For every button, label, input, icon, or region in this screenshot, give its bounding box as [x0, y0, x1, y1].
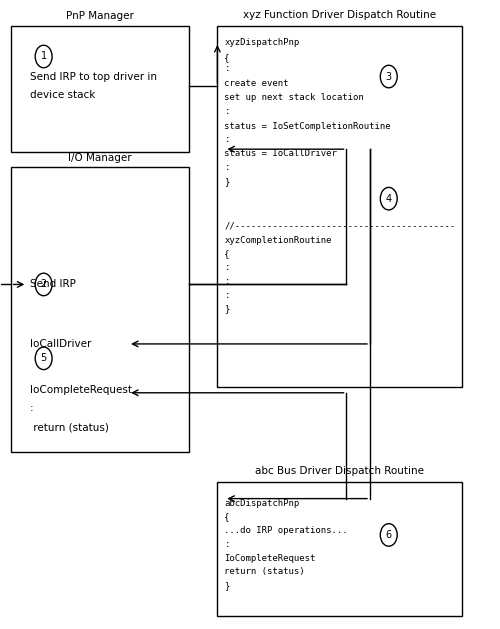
Text: return (status): return (status) — [224, 567, 305, 577]
Text: 6: 6 — [386, 530, 392, 540]
Text: status = IoCallDriver: status = IoCallDriver — [224, 149, 338, 158]
Text: 5: 5 — [40, 353, 47, 364]
Text: IoCallDriver: IoCallDriver — [30, 339, 91, 349]
Bar — [218, 482, 462, 616]
Text: ...do IRP operations...: ...do IRP operations... — [224, 526, 348, 535]
Text: status = IoSetCompletionRoutine: status = IoSetCompletionRoutine — [224, 121, 391, 131]
Text: //-----------------------------------------: //--------------------------------------… — [224, 222, 456, 231]
Text: :: : — [224, 540, 230, 549]
Text: }: } — [224, 304, 230, 313]
Bar — [11, 26, 189, 152]
Text: set up next stack location: set up next stack location — [224, 93, 364, 102]
Text: :: : — [224, 106, 230, 116]
Text: xyz Function Driver Dispatch Routine: xyz Function Driver Dispatch Routine — [243, 10, 436, 20]
Text: Send IRP to top driver in: Send IRP to top driver in — [30, 72, 156, 82]
Text: return (status): return (status) — [30, 422, 108, 432]
Text: PnP Manager: PnP Manager — [66, 11, 134, 21]
Text: }: } — [224, 581, 230, 590]
Text: 4: 4 — [386, 194, 392, 204]
Text: IoCompleteRequest: IoCompleteRequest — [30, 385, 132, 394]
Bar — [218, 26, 462, 386]
Text: :: : — [224, 135, 230, 145]
Bar — [11, 167, 189, 452]
Text: abcDispatchPnp: abcDispatchPnp — [224, 499, 300, 508]
Text: :: : — [30, 403, 33, 413]
Text: 1: 1 — [40, 52, 46, 62]
Text: }: } — [224, 177, 230, 186]
Text: abc Bus Driver Dispatch Routine: abc Bus Driver Dispatch Routine — [255, 466, 424, 476]
Text: device stack: device stack — [30, 91, 95, 100]
Text: :: : — [224, 163, 230, 172]
Text: I/O Manager: I/O Manager — [68, 153, 132, 163]
Text: 2: 2 — [40, 279, 47, 289]
Text: {: { — [224, 249, 230, 259]
Text: :: : — [224, 291, 230, 299]
Text: xyzDispatchPnp: xyzDispatchPnp — [224, 38, 300, 47]
Text: 3: 3 — [386, 72, 392, 82]
Text: Send IRP: Send IRP — [30, 279, 76, 289]
Text: {: { — [224, 513, 230, 521]
Text: {: { — [224, 53, 230, 62]
Text: :: : — [224, 277, 230, 286]
Text: IoCompleteRequest: IoCompleteRequest — [224, 554, 316, 563]
Text: create event: create event — [224, 79, 289, 88]
Text: xyzCompletionRoutine: xyzCompletionRoutine — [224, 236, 332, 245]
Text: :: : — [224, 64, 230, 73]
Text: :: : — [224, 263, 230, 272]
